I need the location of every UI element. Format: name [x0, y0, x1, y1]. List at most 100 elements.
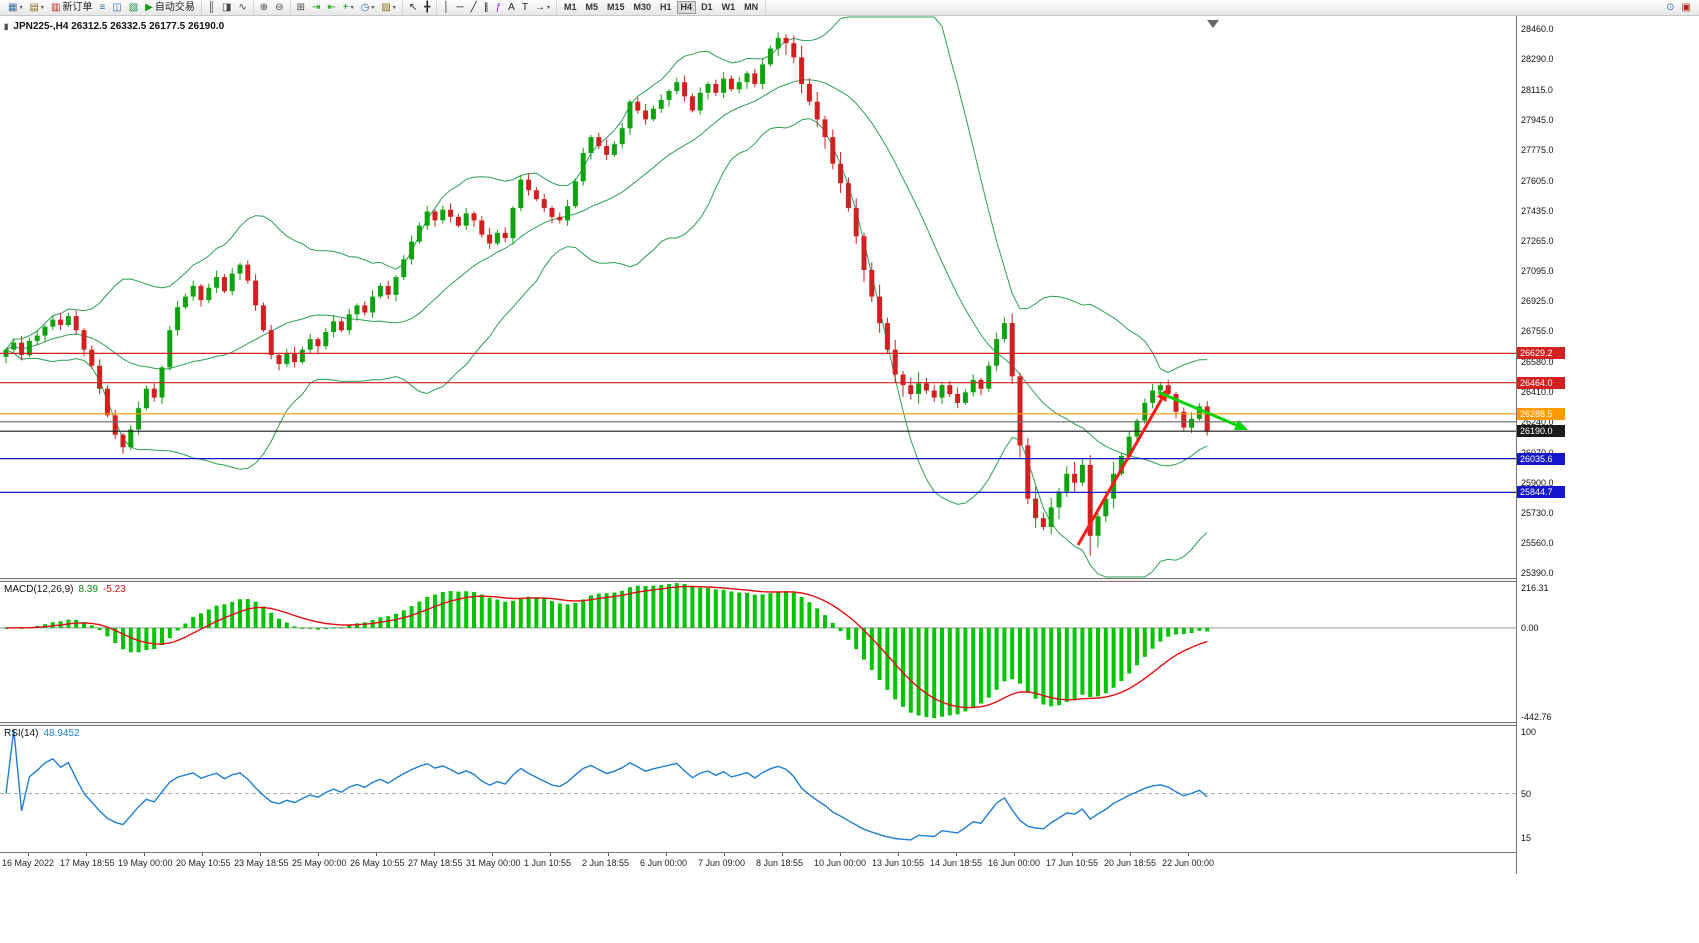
- horizontal-line-icon: ─: [456, 1, 464, 13]
- new-order-button[interactable]: ▥ 新订单: [48, 1, 95, 15]
- bar-chart-button[interactable]: ║: [205, 1, 218, 15]
- text-button[interactable]: A: [505, 1, 518, 15]
- macd-indicator-pane[interactable]: MACD(12,26,9) 8.39 -5.23: [0, 582, 1516, 722]
- trendline-button[interactable]: ╱: [468, 1, 480, 15]
- data-window-button[interactable]: ◫: [109, 1, 124, 15]
- equidistant-channel-icon: ∥: [483, 1, 489, 13]
- search-button[interactable]: ⊙: [1663, 1, 1677, 15]
- rsi-header: RSI(14) 48.9452: [4, 728, 80, 739]
- vertical-line-icon: │: [443, 1, 450, 13]
- rsi-indicator-pane[interactable]: RSI(14) 48.9452: [0, 726, 1516, 852]
- quick-trade-button[interactable]: ▣: [1679, 1, 1694, 15]
- time-axis-label: 20 Jun 18:55: [1104, 858, 1157, 868]
- macd-histogram: [4, 583, 1210, 719]
- zoom-in-button[interactable]: ⊕: [257, 1, 271, 15]
- price-axis-label: 27265.0: [1521, 235, 1554, 246]
- time-axis-tick: [144, 853, 145, 856]
- time-axis-label: 14 Jun 18:55: [930, 858, 983, 868]
- tile-windows-button[interactable]: ⊞: [294, 1, 308, 15]
- crosshair-button[interactable]: ╋: [421, 1, 433, 15]
- time-axis-label: 8 Jun 18:55: [756, 858, 804, 868]
- macd-axis-label: 216.31: [1521, 583, 1549, 593]
- bar-chart-icon: ║: [207, 1, 215, 13]
- macd-canvas: [0, 583, 1516, 719]
- toolbar-group-standard: ▦ ▾ ▤ ▾ ▥ 新订单 ≡ ◫ ▧ ▶ 自动交易: [2, 0, 202, 15]
- time-axis-label: 7 Jun 09:00: [698, 858, 746, 868]
- price-axis-label: 25730.0: [1521, 507, 1554, 518]
- price-chart-canvas[interactable]: [0, 16, 1516, 578]
- templates-icon: ▨: [381, 1, 391, 13]
- rsi-label: RSI(14): [4, 728, 39, 739]
- market-watch-button[interactable]: ≡: [96, 1, 108, 15]
- cursor-button[interactable]: ↖: [406, 1, 420, 15]
- profiles-button[interactable]: ▤ ▾: [26, 1, 46, 15]
- macd-axis-label: 0.00: [1521, 622, 1539, 633]
- price-axis-label: 27605.0: [1521, 175, 1554, 186]
- price-axis-label: 25390.0: [1521, 568, 1554, 578]
- timeframe-m30[interactable]: M30: [630, 1, 656, 14]
- main-toolbar: ▦ ▾ ▤ ▾ ▥ 新订单 ≡ ◫ ▧ ▶ 自动交易 ║ ◨ ∿ ⊕ ⊖ ⊞ ⇥ ⇤ + ▾ ◷ ▾ ▨ ▾ ↖ ╋ │ ─ ╱ ∥ ƒ A T →…: [0, 0, 1699, 16]
- timeframe-m5[interactable]: M5: [581, 1, 602, 14]
- horizontal-line-button[interactable]: ─: [453, 1, 466, 15]
- price-axis-label: 28290.0: [1521, 54, 1554, 65]
- candlesticks: [3, 32, 1210, 556]
- time-axis-label: 6 Jun 00:00: [640, 858, 688, 868]
- rsi-axis-label: 100: [1521, 727, 1537, 737]
- trend-arrows[interactable]: [1076, 388, 1248, 546]
- text-label-button[interactable]: T: [519, 1, 531, 15]
- horizontal-level-lines[interactable]: [0, 352, 1516, 493]
- pane-separator[interactable]: [0, 722, 1567, 726]
- auto-scroll-icon: ⇥: [311, 1, 321, 13]
- rsi-axis-label: 15: [1521, 833, 1532, 843]
- templates-button[interactable]: ▨ ▾: [378, 1, 398, 15]
- price-axis-label: 27435.0: [1521, 205, 1554, 216]
- timeframe-h1[interactable]: H1: [656, 1, 676, 14]
- timeframe-m1[interactable]: M1: [560, 1, 581, 14]
- equidistant-channel-button[interactable]: ∥: [481, 1, 492, 15]
- time-axis-tick: [318, 853, 319, 856]
- price-tag: 26288.5: [1517, 407, 1565, 420]
- time-axis-tick: [782, 853, 783, 856]
- periods-icon: ◷: [360, 1, 370, 13]
- price-axis-border: [1516, 16, 1517, 874]
- zoom-out-button[interactable]: ⊖: [272, 1, 286, 15]
- data-window-icon: ◫: [112, 1, 122, 13]
- arrows-tool-button[interactable]: → ▾: [532, 1, 553, 15]
- periods-button[interactable]: ◷ ▾: [358, 1, 378, 15]
- dropdown-caret-icon: ▾: [371, 4, 375, 11]
- autotrading-icon: ▶: [145, 1, 153, 13]
- time-axis[interactable]: 16 May 2022 17 May 18:55 19 May 00:00 20 Ma…: [0, 852, 1567, 874]
- time-axis-tick: [1014, 853, 1015, 856]
- trendline-icon: ╱: [470, 1, 477, 13]
- price-chart-pane[interactable]: ▮ JPN225-,H4 26312.5 26332.5 26177.5 261…: [0, 16, 1516, 578]
- chart-shift-button[interactable]: ⇤: [324, 1, 338, 15]
- time-axis-label: 13 Jun 10:55: [872, 858, 925, 868]
- candlestick-chart-button[interactable]: ◨: [219, 1, 234, 15]
- line-chart-button[interactable]: ∿: [235, 1, 249, 15]
- autotrading-button[interactable]: ▶ 自动交易: [142, 1, 198, 15]
- vertical-line-button[interactable]: │: [440, 1, 452, 15]
- time-axis-tick: [28, 853, 29, 856]
- chart-shift-marker[interactable]: [1207, 20, 1219, 28]
- indicators-add-button[interactable]: + ▾: [340, 1, 357, 15]
- timeframe-h4[interactable]: H4: [676, 1, 697, 14]
- timeframe-m15[interactable]: M15: [603, 1, 629, 14]
- time-axis-tick: [608, 853, 609, 856]
- timeframe-d1[interactable]: D1: [697, 1, 717, 14]
- price-axis-column[interactable]: 28460.0 28290.0 28115.0 27945.0 27775.0 27605…: [1517, 16, 1567, 874]
- auto-scroll-button[interactable]: ⇥: [309, 1, 323, 15]
- navigator-button[interactable]: ▧: [126, 1, 141, 15]
- price-axis-label: 26070.0: [1521, 448, 1554, 458]
- new-order-icon: ▥: [50, 1, 61, 13]
- timeframe-w1[interactable]: W1: [718, 1, 740, 14]
- pane-separator[interactable]: [0, 578, 1567, 582]
- autotrading-label: 自动交易: [154, 1, 195, 13]
- time-axis-label: 23 May 18:55: [234, 858, 289, 868]
- price-axis-label: 25560.0: [1521, 537, 1554, 548]
- fibonacci-retracement-button[interactable]: ƒ: [493, 1, 505, 15]
- new-chart-icon: ▦: [8, 1, 18, 13]
- new-chart-button[interactable]: ▦ ▾: [5, 1, 25, 15]
- timeframe-mn[interactable]: MN: [740, 1, 762, 14]
- dropdown-caret-icon: ▾: [546, 4, 550, 11]
